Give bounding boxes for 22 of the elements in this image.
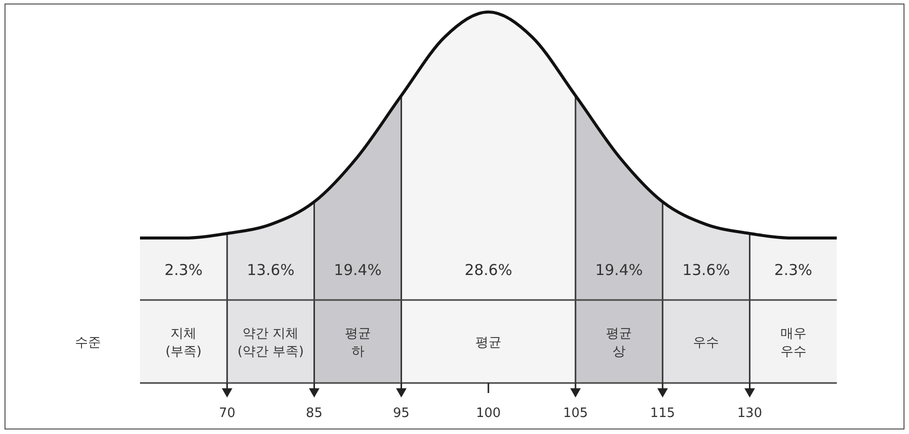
category-label: 지체 (부족) bbox=[165, 326, 202, 360]
category-label: 평균 bbox=[475, 336, 502, 350]
x-tick-label: 130 bbox=[737, 406, 762, 421]
text: 28.6% bbox=[464, 261, 512, 279]
category-label: 평균 하 bbox=[344, 326, 371, 360]
x-tick-label: 95 bbox=[393, 406, 410, 421]
x-tick-label: 105 bbox=[563, 406, 588, 421]
text: 19.4% bbox=[595, 261, 643, 279]
text: 13.6% bbox=[682, 261, 730, 279]
x-tick-label: 70 bbox=[218, 406, 236, 421]
x-tick-label: 115 bbox=[650, 406, 676, 421]
category-label: 매우 우수 bbox=[780, 326, 806, 360]
x-tick-label: 100 bbox=[476, 406, 501, 421]
category-label: 우수 bbox=[693, 336, 720, 350]
x-tick-label: 85 bbox=[306, 406, 322, 421]
text: 2.3% bbox=[774, 261, 812, 279]
category-label: 약간 지체 (약간 부족) bbox=[238, 326, 304, 360]
text: 2.3% bbox=[164, 261, 203, 279]
text: 19.4% bbox=[334, 261, 382, 279]
category-label: 평균 상 bbox=[606, 326, 632, 360]
text: 13.6% bbox=[246, 261, 294, 279]
text: 수준 bbox=[75, 336, 101, 350]
